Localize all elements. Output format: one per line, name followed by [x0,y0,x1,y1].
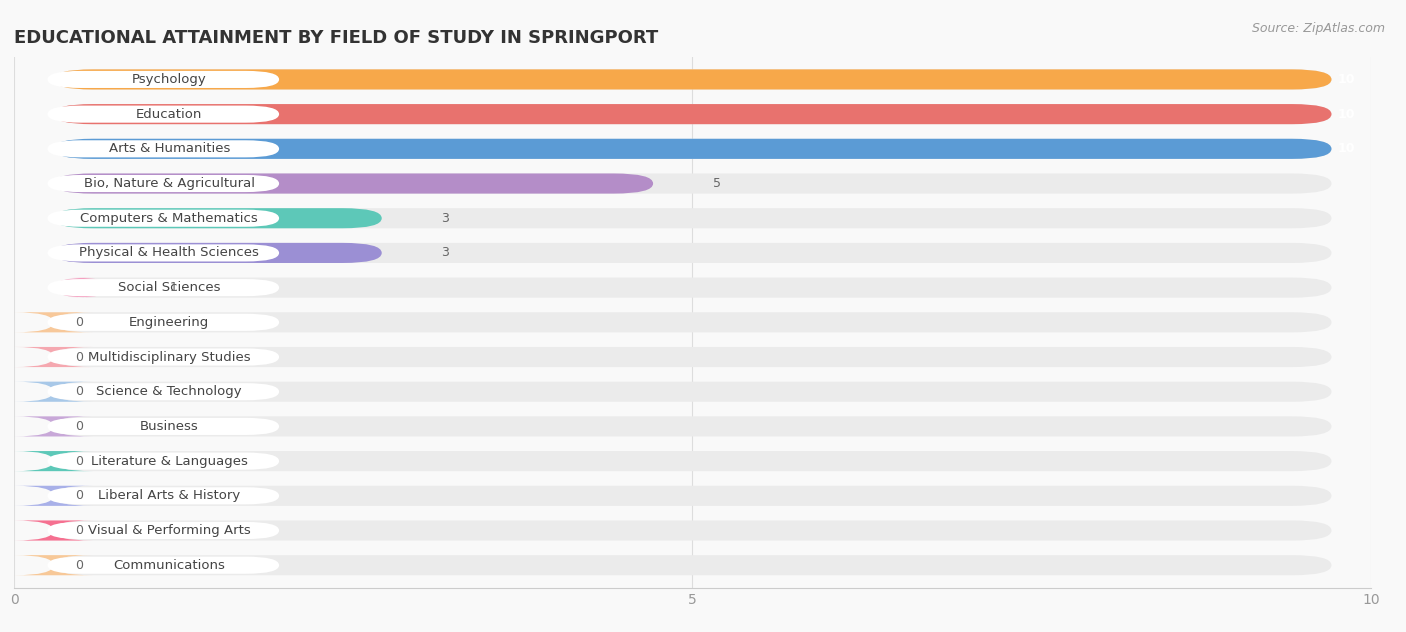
Text: Liberal Arts & History: Liberal Arts & History [98,489,240,502]
FancyBboxPatch shape [14,486,93,506]
Text: 0: 0 [75,559,83,572]
FancyBboxPatch shape [53,416,1331,437]
FancyBboxPatch shape [14,555,93,575]
FancyBboxPatch shape [14,520,93,540]
Text: Arts & Humanities: Arts & Humanities [108,142,231,155]
FancyBboxPatch shape [53,312,1331,332]
FancyBboxPatch shape [53,555,1331,575]
Text: 0: 0 [75,524,83,537]
FancyBboxPatch shape [53,208,1331,228]
FancyBboxPatch shape [53,243,382,263]
Text: Communications: Communications [114,559,225,572]
Text: 3: 3 [441,246,450,259]
Text: 0: 0 [75,454,83,468]
Text: 3: 3 [441,212,450,225]
FancyBboxPatch shape [53,243,1331,263]
Text: 5: 5 [713,177,721,190]
Text: Social Sciences: Social Sciences [118,281,221,294]
FancyBboxPatch shape [14,451,93,471]
Text: Business: Business [141,420,198,433]
FancyBboxPatch shape [53,277,1331,298]
FancyBboxPatch shape [53,104,1331,125]
Text: 0: 0 [75,316,83,329]
FancyBboxPatch shape [48,313,280,331]
FancyBboxPatch shape [53,139,1331,159]
FancyBboxPatch shape [48,418,280,435]
Text: Multidisciplinary Studies: Multidisciplinary Studies [89,351,250,363]
Text: Psychology: Psychology [132,73,207,86]
FancyBboxPatch shape [48,279,280,296]
FancyBboxPatch shape [48,348,280,365]
FancyBboxPatch shape [48,210,280,227]
FancyBboxPatch shape [53,104,1331,125]
Text: Education: Education [136,107,202,121]
FancyBboxPatch shape [14,382,93,402]
Text: Literature & Languages: Literature & Languages [91,454,247,468]
Text: 10: 10 [1337,73,1354,86]
Text: Source: ZipAtlas.com: Source: ZipAtlas.com [1251,22,1385,35]
FancyBboxPatch shape [53,70,1331,90]
Text: 1: 1 [170,281,179,294]
Text: Visual & Performing Arts: Visual & Performing Arts [89,524,250,537]
Text: Engineering: Engineering [129,316,209,329]
FancyBboxPatch shape [53,70,1331,90]
Text: EDUCATIONAL ATTAINMENT BY FIELD OF STUDY IN SPRINGPORT: EDUCATIONAL ATTAINMENT BY FIELD OF STUDY… [14,29,658,47]
FancyBboxPatch shape [53,173,654,193]
FancyBboxPatch shape [53,347,1331,367]
FancyBboxPatch shape [48,175,280,192]
FancyBboxPatch shape [48,245,280,262]
FancyBboxPatch shape [53,520,1331,540]
FancyBboxPatch shape [14,416,93,437]
Text: Science & Technology: Science & Technology [97,386,242,398]
FancyBboxPatch shape [48,522,280,539]
FancyBboxPatch shape [48,71,280,88]
Text: Computers & Mathematics: Computers & Mathematics [80,212,259,225]
FancyBboxPatch shape [53,486,1331,506]
Text: 0: 0 [75,386,83,398]
Text: 0: 0 [75,351,83,363]
FancyBboxPatch shape [48,487,280,504]
FancyBboxPatch shape [48,453,280,470]
FancyBboxPatch shape [48,140,280,157]
FancyBboxPatch shape [53,382,1331,402]
FancyBboxPatch shape [53,277,111,298]
Text: Physical & Health Sciences: Physical & Health Sciences [79,246,259,259]
Text: 0: 0 [75,489,83,502]
FancyBboxPatch shape [53,139,1331,159]
FancyBboxPatch shape [14,347,93,367]
FancyBboxPatch shape [53,173,1331,193]
FancyBboxPatch shape [48,557,280,574]
FancyBboxPatch shape [53,451,1331,471]
FancyBboxPatch shape [48,383,280,400]
Text: 10: 10 [1337,142,1354,155]
Text: Bio, Nature & Agricultural: Bio, Nature & Agricultural [84,177,254,190]
Text: 0: 0 [75,420,83,433]
FancyBboxPatch shape [48,106,280,123]
Text: 10: 10 [1337,107,1354,121]
FancyBboxPatch shape [14,312,93,332]
FancyBboxPatch shape [53,208,382,228]
